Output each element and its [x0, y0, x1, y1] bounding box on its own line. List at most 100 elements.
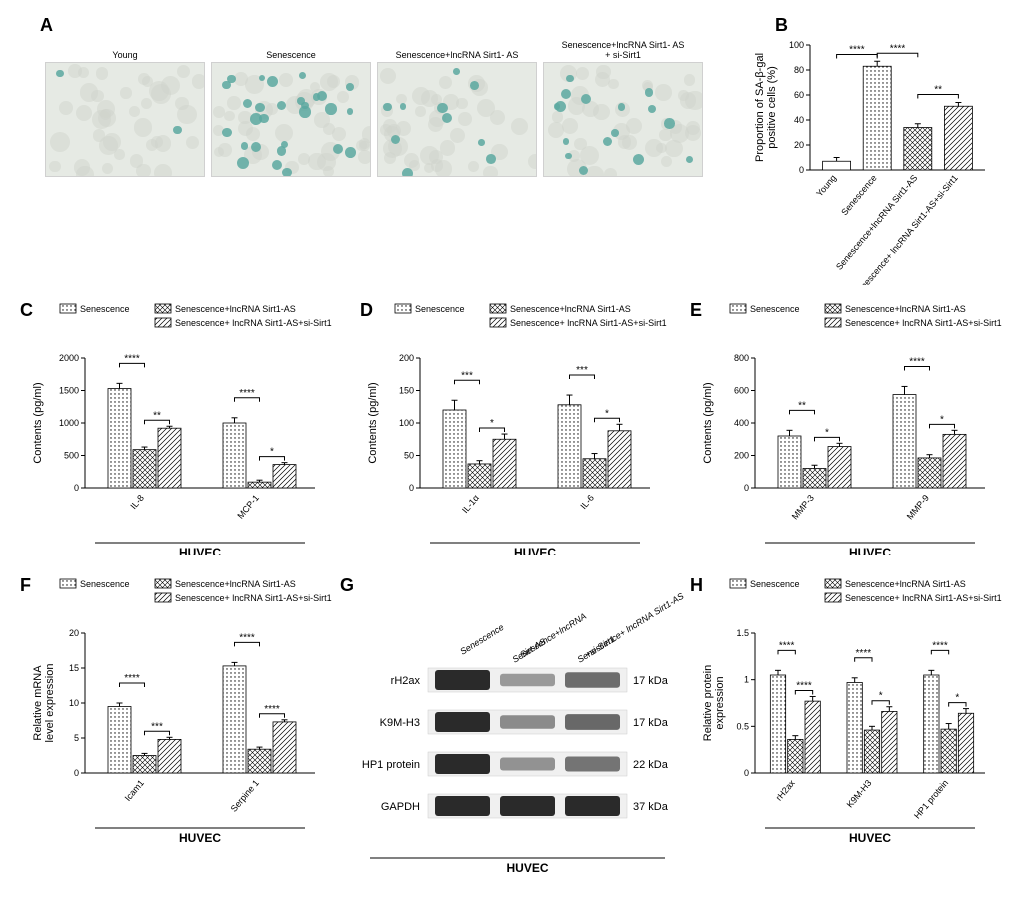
svg-text:Senescence+ lncRNA Sirt1-AS+si: Senescence+ lncRNA Sirt1-AS+si-Sirt1	[845, 593, 1002, 603]
svg-text:Contents (pg/ml): Contents (pg/ml)	[367, 382, 379, 463]
svg-text:80: 80	[794, 65, 804, 75]
svg-text:200: 200	[734, 451, 749, 461]
svg-text:Senescence: Senescence	[750, 579, 800, 589]
svg-text:IL-1α: IL-1α	[460, 493, 481, 515]
svg-text:****: ****	[239, 632, 255, 643]
svg-text:**: **	[798, 400, 806, 411]
svg-text:0: 0	[409, 483, 414, 493]
svg-text:HUVEC: HUVEC	[179, 831, 221, 845]
svg-text:IL-6: IL-6	[578, 493, 596, 511]
svg-text:*: *	[955, 693, 959, 704]
panel-A-micrographs: YoungSenescenceSenescence+lncRNA Sirt1- …	[45, 40, 703, 177]
svg-text:0.5: 0.5	[736, 721, 749, 731]
svg-text:17 kDa: 17 kDa	[633, 675, 669, 687]
svg-text:Senescence+ lncRNA Sirt1-AS+si: Senescence+ lncRNA Sirt1-AS+si-Sirt1	[845, 318, 1002, 328]
chart-H: Senescence Senescence+lncRNA Sirt1-AS Sene…	[695, 575, 1015, 890]
svg-text:Contents (pg/ml): Contents (pg/ml)	[702, 382, 714, 463]
svg-text:HP1 protein: HP1 protein	[912, 778, 950, 821]
svg-text:Senescence: Senescence	[458, 622, 505, 657]
svg-text:*: *	[825, 427, 829, 438]
svg-text:GAPDH: GAPDH	[381, 801, 420, 813]
svg-text:150: 150	[399, 386, 414, 396]
figure: A B C D E F G H YoungSenescenceSenescenc…	[10, 10, 1010, 897]
svg-text:+si-Sirt1: +si-Sirt1	[583, 634, 617, 660]
svg-text:****: ****	[796, 680, 812, 691]
svg-text:****: ****	[124, 353, 140, 364]
svg-text:Serpine 1: Serpine 1	[229, 778, 261, 814]
chart-F: Senescence Senescence+lncRNA Sirt1-AS Sene…	[25, 575, 345, 890]
svg-text:10: 10	[69, 698, 79, 708]
svg-text:*: *	[940, 414, 944, 425]
svg-text:Senescence: Senescence	[415, 304, 465, 314]
svg-text:0: 0	[799, 165, 804, 175]
svg-text:***: ***	[151, 721, 163, 732]
svg-text:MCP-1: MCP-1	[235, 493, 261, 521]
svg-text:800: 800	[734, 353, 749, 363]
svg-text:Senescence+lncRNA Sirt1-AS: Senescence+lncRNA Sirt1-AS	[845, 304, 966, 314]
chart-E: Senescence Senescence+lncRNA Sirt1-AS Sene…	[695, 300, 1015, 555]
svg-text:Senescence+lncRNA Sirt1-AS: Senescence+lncRNA Sirt1-AS	[175, 579, 296, 589]
chart-D: SenescenceSenescence+lncRNA Sirt1-ASSene…	[360, 300, 680, 555]
svg-text:1: 1	[744, 675, 749, 685]
chart-C: SenescenceSenescence+lncRNA Sirt1-ASSene…	[25, 300, 345, 555]
svg-text:HUVEC: HUVEC	[506, 861, 548, 875]
svg-text:MMP-3: MMP-3	[790, 493, 816, 522]
svg-text:****: ****	[856, 648, 872, 659]
svg-text:100: 100	[789, 40, 804, 50]
chart-B: 0 20 40 60 80 100 Proportion of SA-β-galpositi…	[745, 25, 1010, 285]
svg-text:20: 20	[794, 140, 804, 150]
svg-text:HUVEC: HUVEC	[849, 546, 891, 555]
svg-text:HUVEC: HUVEC	[514, 546, 556, 555]
svg-text:600: 600	[734, 386, 749, 396]
svg-text:*: *	[270, 447, 274, 458]
svg-text:500: 500	[64, 451, 79, 461]
svg-text:Senescence: Senescence	[80, 579, 130, 589]
svg-text:15: 15	[69, 663, 79, 673]
svg-text:****: ****	[890, 43, 906, 54]
svg-text:***: ***	[461, 370, 473, 381]
svg-text:40: 40	[794, 115, 804, 125]
svg-text:MMP-9: MMP-9	[905, 493, 931, 522]
svg-text:Senescence+ lncRNA Sirt1-AS+si: Senescence+ lncRNA Sirt1-AS+si-Sirt1	[175, 593, 332, 603]
svg-text:K9M-H3: K9M-H3	[380, 717, 420, 729]
svg-text:Sirt-AS: Sirt-AS	[518, 636, 547, 660]
svg-text:Proportion of SA-β-gal: Proportion of SA-β-gal	[754, 53, 766, 162]
svg-text:HUVEC: HUVEC	[849, 831, 891, 845]
svg-text:Senescence+lncRNA Sirt1-AS: Senescence+lncRNA Sirt1-AS	[175, 304, 296, 314]
svg-text:*: *	[605, 408, 609, 419]
svg-text:****: ****	[239, 388, 255, 399]
svg-text:rH2ax: rH2ax	[774, 777, 797, 802]
svg-text:Senescence+lncRNA Sirt1-AS: Senescence+lncRNA Sirt1-AS	[834, 173, 919, 272]
svg-text:200: 200	[399, 353, 414, 363]
svg-text:Senescence+lncRNA Sirt1-AS: Senescence+lncRNA Sirt1-AS	[845, 579, 966, 589]
svg-text:Relative mRNA: Relative mRNA	[32, 665, 44, 741]
svg-text:Senescence: Senescence	[750, 304, 800, 314]
svg-text:K9M-H3: K9M-H3	[845, 778, 874, 810]
svg-text:****: ****	[932, 640, 948, 651]
svg-text:expression: expression	[714, 676, 726, 729]
svg-text:Contents (pg/ml): Contents (pg/ml)	[32, 382, 44, 463]
svg-text:Young: Young	[814, 173, 838, 199]
svg-text:1500: 1500	[59, 386, 79, 396]
svg-text:Icam1: Icam1	[123, 778, 146, 803]
svg-text:1000: 1000	[59, 418, 79, 428]
svg-text:Senescence+lncRNA Sirt1-AS: Senescence+lncRNA Sirt1-AS	[510, 304, 631, 314]
svg-text:****: ****	[779, 640, 795, 651]
svg-text:Senescence: Senescence	[839, 173, 879, 217]
svg-text:0: 0	[744, 483, 749, 493]
label-A: A	[40, 15, 53, 36]
svg-text:****: ****	[909, 356, 925, 367]
svg-text:60: 60	[794, 90, 804, 100]
svg-text:400: 400	[734, 418, 749, 428]
svg-text:HP1 protein: HP1 protein	[362, 759, 420, 771]
svg-text:100: 100	[399, 418, 414, 428]
panel-G-blots: SenescenceSenescence+lncRNASirt-ASSenesc…	[330, 575, 690, 890]
svg-text:**: **	[934, 85, 942, 96]
svg-text:level expression: level expression	[44, 664, 56, 743]
svg-text:IL-8: IL-8	[128, 493, 146, 511]
svg-text:positive cells (%): positive cells (%)	[766, 66, 778, 149]
svg-text:*: *	[879, 691, 883, 702]
svg-text:50: 50	[404, 451, 414, 461]
svg-text:17 kDa: 17 kDa	[633, 717, 669, 729]
svg-text:*: *	[490, 418, 494, 429]
